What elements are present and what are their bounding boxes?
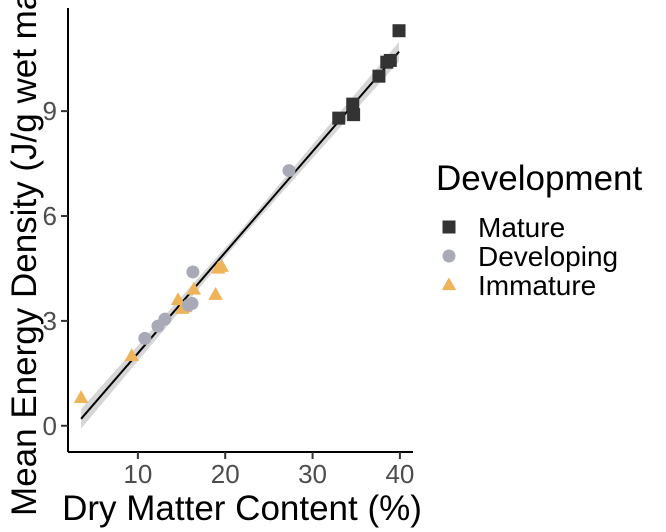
data-points bbox=[73, 24, 406, 403]
legend-item-mature: Mature bbox=[442, 212, 565, 243]
data-point-developing bbox=[138, 331, 152, 345]
data-point-developing bbox=[185, 296, 199, 310]
y-tick-label: 3 bbox=[43, 306, 57, 336]
data-point-developing bbox=[158, 312, 172, 326]
data-point-immature bbox=[208, 287, 223, 300]
x-axis-ticks: 10 20 30 40 bbox=[123, 452, 414, 489]
y-tick-label: 9 bbox=[43, 96, 57, 126]
legend-label: Immature bbox=[478, 270, 596, 301]
x-tick-label: 10 bbox=[123, 459, 152, 489]
legend-key-developing bbox=[442, 249, 456, 263]
data-point-mature bbox=[346, 97, 360, 111]
y-tick-label: 0 bbox=[43, 411, 57, 441]
x-tick-label: 20 bbox=[211, 459, 240, 489]
data-point-developing bbox=[186, 265, 200, 279]
data-point-mature bbox=[372, 69, 386, 83]
y-tick-label: 6 bbox=[43, 201, 57, 231]
y-axis-title: Mean Energy Density (J/g wet mass) bbox=[5, 0, 44, 516]
data-point-immature bbox=[186, 281, 202, 295]
y-axis-ticks: 0 3 6 9 bbox=[43, 96, 68, 441]
data-point-immature bbox=[124, 348, 140, 362]
data-point-developing bbox=[282, 164, 296, 178]
legend-label: Developing bbox=[478, 241, 618, 272]
legend-key-mature bbox=[442, 220, 456, 234]
data-point-mature bbox=[392, 24, 406, 38]
data-point-mature bbox=[383, 53, 397, 67]
legend-label: Mature bbox=[478, 212, 565, 243]
data-point-mature bbox=[347, 108, 361, 122]
legend-key-immature bbox=[441, 277, 457, 291]
x-tick-label: 40 bbox=[385, 459, 414, 489]
data-point-mature bbox=[332, 111, 346, 125]
legend-item-immature: Immature bbox=[441, 270, 596, 301]
legend-item-developing: Developing bbox=[442, 241, 618, 272]
data-point-immature bbox=[170, 292, 186, 306]
data-point-immature bbox=[214, 259, 230, 272]
x-tick-label: 30 bbox=[298, 459, 327, 489]
legend-title: Development bbox=[436, 159, 642, 198]
x-axis-title: Dry Matter Content (%) bbox=[62, 489, 422, 528]
data-point-immature bbox=[73, 390, 89, 403]
